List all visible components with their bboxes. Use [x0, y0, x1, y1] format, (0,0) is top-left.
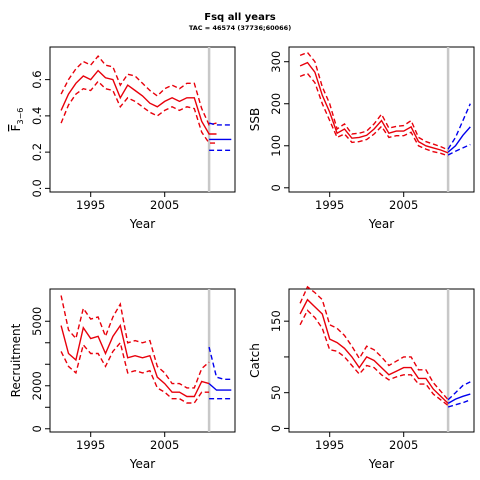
- catch-historic-upper-line: [299, 285, 449, 401]
- ssb-x-axis-label: Year: [368, 217, 394, 231]
- ssb-forecast-median-line: [447, 126, 471, 153]
- fbar-historic-upper-line: [60, 54, 217, 126]
- fbar-historic-lower-line: [60, 80, 217, 144]
- recruitment-forecast-median-line: [208, 383, 232, 391]
- panel-recruitment: 1995 2005 0 2000 5000 Year Recruitment: [9, 288, 236, 471]
- recruitment-y-tick-label: 2000: [30, 371, 44, 400]
- fbar-forecast-upper-line: [208, 122, 232, 126]
- figure-subtitle: TAC = 46574 (37736;60066): [189, 24, 291, 32]
- ssb-forecast-upper-line: [447, 103, 471, 150]
- fbar-x-tick-label: 1995: [76, 198, 105, 212]
- ssb-y-tick-label: 200: [269, 93, 283, 115]
- recruitment-historic-upper-line: [60, 295, 210, 389]
- recruitment-y-axis-label: Recruitment: [9, 323, 23, 397]
- ssb-historic-median-line: [299, 61, 449, 154]
- fbar-y-tick-label: 0.6: [30, 70, 44, 88]
- recruitment-x-axis-label: Year: [129, 457, 155, 471]
- panel-fbar: 1995 2005 0.0 0.2 0.4 0.6 Year F3−6: [9, 46, 236, 231]
- recruitment-y-tick-label: 5000: [30, 307, 44, 336]
- recruitment-x-tick-label: 2005: [150, 438, 179, 452]
- ssb-plot-frame: [288, 46, 475, 193]
- fbar-y-tick-label: 0.4: [30, 107, 44, 125]
- ssb-historic-upper-line: [299, 51, 449, 151]
- catch-x-tick-label: 2005: [389, 438, 418, 452]
- catch-forecast-median-line: [447, 393, 471, 405]
- fbar-x-tick-label: 2005: [150, 198, 179, 212]
- ssb-y-tick-label: 0: [269, 184, 283, 191]
- catch-forecast-lower-line: [447, 399, 471, 408]
- fbar-y-tick-label: 0.0: [30, 179, 44, 197]
- catch-forecast-upper-line: [447, 381, 471, 401]
- ssb-forecast-lower-line: [447, 143, 471, 156]
- catch-y-tick-label: 0: [269, 425, 283, 432]
- ssb-x-tick-label: 1995: [315, 198, 344, 212]
- fbar-y-axis-label: F3−6: [9, 108, 25, 132]
- recruitment-historic-lower-line: [60, 341, 210, 404]
- catch-historic-median-line: [299, 298, 449, 404]
- panel-ssb: 1995 2005 0 100 200 300 Year SSB: [248, 46, 475, 231]
- recruitment-x-tick-label: 1995: [76, 438, 105, 452]
- fbar-plot-frame: [49, 46, 236, 193]
- ssb-x-tick-label: 2005: [389, 198, 418, 212]
- recruitment-plot-frame: [49, 288, 236, 433]
- catch-y-tick-label: 50: [269, 385, 283, 400]
- ssb-y-axis-label: SSB: [248, 108, 262, 131]
- recruitment-y-tick-label: 0: [30, 425, 44, 432]
- fbar-y-tick-label: 0.2: [30, 143, 44, 161]
- figure-title: Fsq all years: [204, 12, 275, 23]
- catch-x-axis-label: Year: [368, 457, 394, 471]
- ssb-y-tick-label: 100: [269, 135, 283, 157]
- fbar-x-axis-label: Year: [129, 217, 155, 231]
- ssb-y-tick-label: 300: [269, 51, 283, 73]
- catch-plot-frame: [288, 288, 475, 433]
- catch-historic-lower-line: [299, 309, 449, 407]
- recruitment-forecast-upper-line: [208, 346, 232, 380]
- recruitment-historic-median-line: [60, 323, 210, 398]
- panel-catch: 1995 2005 0 50 150 Year Catch: [248, 285, 475, 471]
- catch-y-tick-label: 150: [269, 310, 283, 332]
- catch-x-tick-label: 1995: [315, 438, 344, 452]
- catch-y-axis-label: Catch: [248, 343, 262, 378]
- ssb-historic-lower-line: [299, 72, 449, 157]
- fbar-historic-median-line: [60, 69, 217, 135]
